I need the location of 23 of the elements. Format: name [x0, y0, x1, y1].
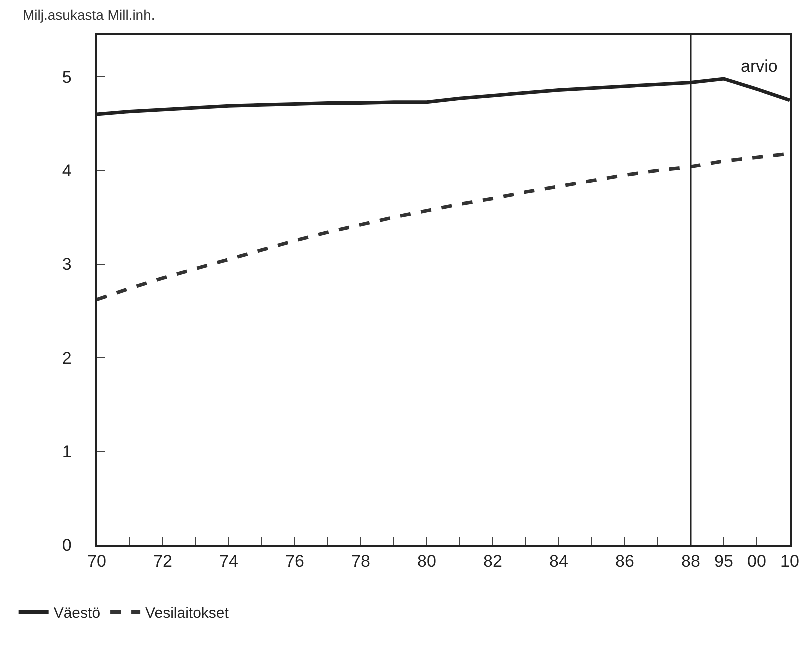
- y-tick-label: 2: [62, 348, 72, 368]
- annotation: arvio: [741, 57, 778, 76]
- x-tick-label: 88: [682, 552, 700, 572]
- x-tick-label: 70: [88, 552, 106, 572]
- y-tick-label: 5: [62, 68, 72, 88]
- x-tick-label: 10: [780, 552, 800, 572]
- legend-label: Väestö: [54, 605, 101, 622]
- x-tick-label: 72: [154, 552, 172, 572]
- x-tick-label: 78: [352, 552, 370, 572]
- y-axis-title: Milj.asukasta Mill.inh.: [23, 7, 156, 23]
- y-tick-label: 0: [62, 536, 72, 555]
- legend-label: Vesilaitokset: [146, 605, 230, 622]
- x-tick-label: 00: [748, 552, 766, 572]
- y-tick-label: 3: [62, 255, 72, 274]
- y-tick-label: 1: [62, 442, 72, 462]
- x-tick-label: 80: [418, 552, 436, 572]
- x-tick-label: 86: [616, 552, 634, 572]
- y-tick-label: 4: [62, 162, 72, 181]
- x-tick-label: 82: [484, 552, 502, 572]
- x-tick-label: 76: [286, 552, 304, 572]
- x-tick-label: 74: [220, 552, 238, 572]
- x-tick-label: 84: [550, 552, 568, 572]
- x-tick-label: 95: [714, 552, 734, 572]
